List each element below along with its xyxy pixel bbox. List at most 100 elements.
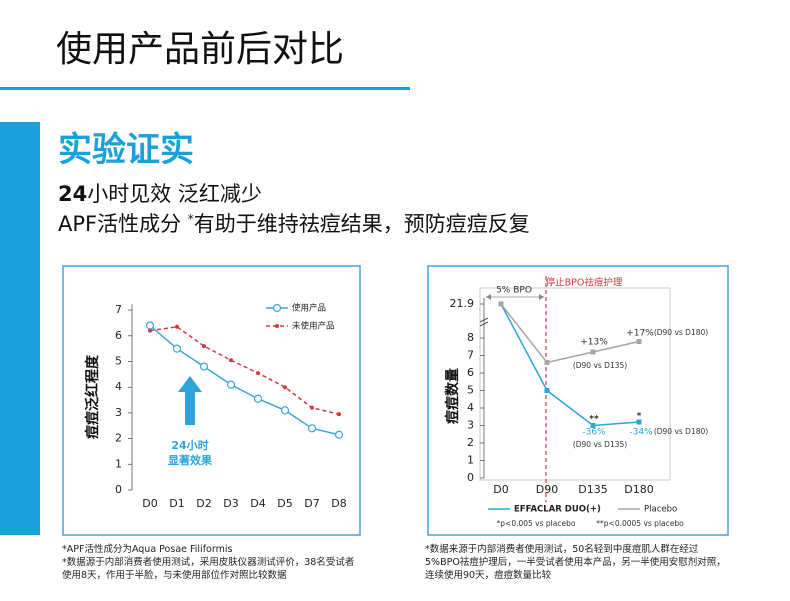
y-tick-label: 4 <box>115 380 122 393</box>
point <box>590 423 596 428</box>
annotation: 显著效果 <box>168 453 212 467</box>
axis-break <box>479 321 489 327</box>
y-tick-label: 5 <box>467 384 474 397</box>
axis-break <box>479 317 489 323</box>
y-tick-label: 1 <box>467 454 474 467</box>
x-tick-label: D2 <box>196 497 211 510</box>
point <box>272 303 282 313</box>
point <box>310 405 314 410</box>
section-title: 实验证实 <box>58 130 194 170</box>
series-line <box>149 324 340 436</box>
y-tick-label: 0 <box>115 483 122 496</box>
point <box>202 344 206 349</box>
y-tick-label: 6 <box>115 329 122 342</box>
point <box>544 388 550 393</box>
annotation: (D90 vs D180) <box>654 328 708 337</box>
page-title: 使用产品前后对比 <box>56 29 345 70</box>
x-tick-label: D3 <box>223 497 238 510</box>
y-tick-label: 21.9 <box>450 297 475 310</box>
point <box>256 371 260 376</box>
annotation: 5% BPO <box>496 286 532 296</box>
x-tick-label: D1 <box>169 497 184 510</box>
series-line <box>149 326 340 415</box>
y-tick-label: 4 <box>467 401 474 414</box>
x-tick-label: D135 <box>578 483 607 496</box>
chart-frame <box>427 265 729 536</box>
annotation: ** <box>589 415 599 425</box>
annotation: 24小时 <box>171 438 208 452</box>
y-axis-label: 痘痘泛红程度 <box>84 354 101 439</box>
x-tick-label: D180 <box>624 483 653 496</box>
point <box>590 349 596 355</box>
x-tick-label: D90 <box>536 483 558 496</box>
point <box>199 362 209 371</box>
y-tick-label: 5 <box>115 355 122 368</box>
annotation: -36% <box>582 428 606 438</box>
annotation: (D90 vs D135) <box>573 361 627 370</box>
y-tick-label: 3 <box>115 406 122 419</box>
point <box>636 419 642 425</box>
y-tick-label: 6 <box>467 366 474 379</box>
footnote: *APF活性成分为Aqua Posae Filiformis <box>62 544 233 555</box>
point <box>636 339 642 344</box>
series-line <box>500 303 640 427</box>
point <box>148 328 152 333</box>
side-bar <box>0 122 40 535</box>
y-tick-label: 1 <box>115 457 122 470</box>
annotation: +13% <box>580 338 608 348</box>
point <box>337 412 341 417</box>
y-tick-label: 3 <box>467 419 474 432</box>
annotation: * <box>637 412 642 422</box>
y-tick-label: 7 <box>467 349 474 362</box>
subtitle-text: 小时见效 泛红减少 <box>87 182 262 206</box>
annotation: +17% <box>626 329 654 339</box>
annotation: **p<0.0005 vs placebo <box>596 519 684 528</box>
y-axis-label: 痘痘数量 <box>444 368 461 424</box>
x-tick-label: D5 <box>277 497 292 510</box>
title-underline <box>0 87 410 90</box>
arrow-head <box>486 294 491 300</box>
chart-frame <box>62 265 361 536</box>
x-tick-label: D0 <box>493 483 508 496</box>
annotation: -34% <box>629 428 653 438</box>
point <box>283 385 287 390</box>
x-tick-label: D4 <box>250 497 265 510</box>
subtitle: 24小时见效 泛红减少 <box>58 178 262 208</box>
plot-frame <box>479 287 671 481</box>
legend-label: 未使用产品 <box>292 321 335 332</box>
footnote-mark: * <box>187 212 194 226</box>
annotation: *p<0.005 vs placebo <box>497 519 576 528</box>
y-tick-label: 2 <box>467 436 474 449</box>
point <box>172 344 182 353</box>
y-tick-label: 7 <box>115 303 122 316</box>
x-tick-label: D7 <box>304 497 319 510</box>
point <box>307 424 317 433</box>
point <box>280 406 290 415</box>
annotation: (D90 vs D180) <box>654 427 708 436</box>
point <box>226 380 236 389</box>
legend-label: Placebo <box>644 505 677 515</box>
annotation: (D90 vs D135) <box>573 440 627 449</box>
x-tick-label: D0 <box>142 497 157 510</box>
y-tick-label: 0 <box>467 471 474 484</box>
point <box>175 324 179 329</box>
point <box>145 321 155 330</box>
arrow <box>178 376 202 425</box>
y-tick-label: 8 <box>467 331 474 344</box>
series-line <box>500 303 640 364</box>
subtitle-text: APF活性成分 <box>58 212 188 236</box>
legend-label: EFFACLAR DUO(+) <box>514 505 601 515</box>
subtitle-text: 有助于维持祛痘结果，预防痘痘反复 <box>193 212 530 236</box>
point <box>334 430 344 439</box>
footnote: *数据源于内部消费者使用测试，采用皮肤仪器测试评价，38名受试者使用8天，作用于… <box>62 557 355 581</box>
point <box>229 358 233 363</box>
subtitle: APF活性成分 *有助于维持祛痘结果，预防痘痘反复 <box>58 208 530 238</box>
x-tick-label: D8 <box>331 497 346 510</box>
arrow-head <box>539 294 544 300</box>
y-tick-label: 2 <box>115 432 122 445</box>
point <box>253 394 263 403</box>
point <box>544 360 550 365</box>
annotation: 停止BPO祛痘护理 <box>546 277 623 289</box>
